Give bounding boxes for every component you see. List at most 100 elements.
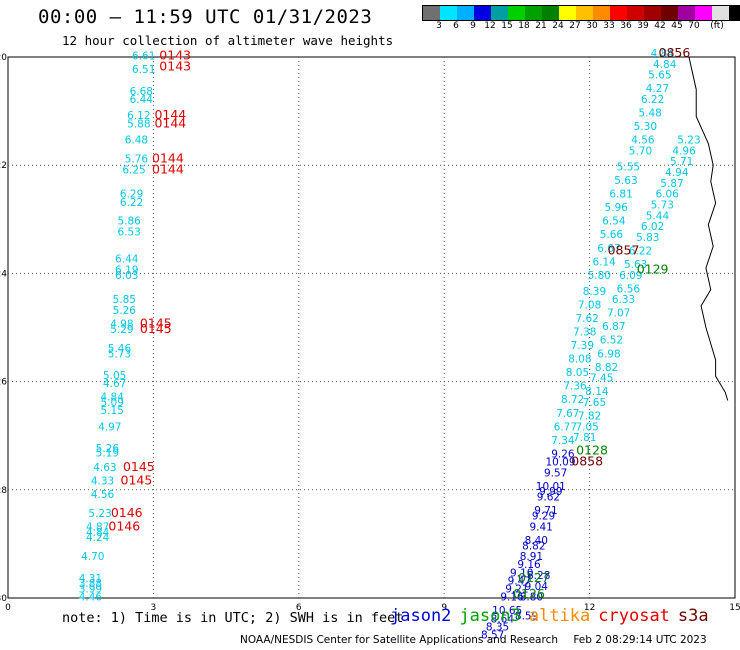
colorbar-label: 45 (671, 21, 683, 31)
legend-entry-jason2: jason2 (390, 606, 452, 626)
swh-label: 6.48 (125, 135, 148, 147)
pass-time-label: 0146 (108, 518, 140, 533)
swh-label: 4.27 (646, 83, 669, 95)
swh-label: 6.25 (122, 164, 145, 176)
swh-label: 5.30 (634, 121, 657, 133)
pass-time-label: 0145 (123, 459, 155, 474)
swh-label: 6.87 (602, 321, 625, 333)
swh-label: 6.77 (554, 421, 577, 433)
swh-label: 4.24 (86, 532, 110, 544)
swh-label: 6.22 (641, 94, 664, 106)
swh-label: 4.98 (110, 319, 133, 331)
swh-label: 6.22 (629, 245, 652, 257)
swh-label: 5.71 (670, 156, 693, 168)
colorbar-swatch (610, 6, 627, 20)
x-tick-label: 9 (441, 603, 447, 613)
colorbar-label: 3 (436, 21, 442, 31)
chart-title: 00:00 – 11:59 UTC 01/31/2023 (38, 6, 373, 28)
swh-label: 10.09 (545, 456, 575, 468)
colorbar-label: 9 (470, 21, 476, 31)
colorbar-label: 42 (654, 21, 666, 31)
swh-label: 6.81 (609, 189, 632, 201)
swh-label: 4.84 (653, 59, 677, 71)
swh-label: 9.10 (510, 567, 533, 579)
colorbar-swatch (593, 6, 610, 20)
swh-label: 8.64 (491, 613, 515, 625)
credit-timestamp: Feb 2 08:29:14 UTC 2023 (573, 634, 707, 646)
swh-label: 5.23 (88, 508, 111, 520)
swh-label: 8.80 (520, 592, 543, 604)
swh-label: 7.45 (590, 373, 613, 385)
swh-label: 6.14 (592, 256, 616, 268)
swh-label: 5.65 (648, 70, 671, 82)
pass-time-label: 0858 (571, 453, 603, 468)
chart-subtitle: 12 hour collection of altimeter wave hei… (62, 33, 394, 48)
swh-label: 9.62 (537, 492, 560, 504)
y-tick-label: -28 (0, 486, 7, 496)
x-tick-label: 0 (5, 603, 11, 613)
colorbar-swatch (712, 6, 729, 20)
colorbar-label: 39 (637, 21, 649, 31)
y-tick-label: -24 (0, 269, 7, 279)
swh-label: 6.03 (115, 270, 138, 282)
pass-time-label: 0145 (140, 321, 172, 336)
swh-label: 6.56 (617, 283, 641, 295)
swh-label: 6.53 (117, 227, 140, 239)
credit-line: NOAA/NESDIS Center for Satellite Applica… (240, 634, 707, 646)
satellite-legend: jason2 jason3 altika cryosat s3a (390, 606, 717, 626)
credit-source: NOAA/NESDIS Center for Satellite Applica… (240, 634, 558, 646)
swh-label: 9.41 (529, 521, 552, 533)
x-tick-label: 6 (296, 603, 302, 613)
colorbar-swatch (678, 6, 695, 20)
swh-label: 4.46 (79, 592, 103, 604)
swh-label: 5.26 (113, 305, 137, 317)
swh-label: 6.68 (130, 86, 153, 98)
pass-time-label: 0144 (152, 161, 184, 176)
swh-label: 4.87 (86, 521, 109, 533)
swh-label: 7.62 (575, 313, 598, 325)
swh-label: 4.31 (79, 573, 102, 585)
swh-label: 4.56 (631, 135, 655, 147)
pass-time-label: 0857 (608, 242, 640, 257)
swh-label: 6.12 (127, 110, 150, 122)
pass-time-label: 0856 (659, 45, 691, 60)
swh-label: 8.72 (561, 394, 584, 406)
swh-label: 10.65 (492, 605, 522, 617)
legend-entry-cryosat: cryosat (598, 606, 670, 626)
swh-label: 6.67 (597, 243, 620, 255)
swh-label: 9.29 (532, 511, 555, 523)
swh-label: 6.22 (120, 197, 143, 209)
swh-label: 7.34 (551, 435, 575, 447)
swh-label: 4.96 (672, 145, 696, 157)
swh-label: 5.76 (125, 153, 149, 165)
swh-label: 5.88 (127, 118, 150, 130)
swh-label: 5.66 (600, 229, 624, 241)
swh-label: 8.57 (481, 630, 504, 642)
swh-label: 7.38 (573, 327, 596, 339)
colorbar-label: 30 (586, 21, 598, 31)
swh-label: 5.83 (636, 232, 659, 244)
swh-label: 6.02 (641, 221, 664, 233)
swh-label: 4.70 (81, 551, 104, 563)
swh-label: 3.88 (79, 578, 102, 590)
colorbar-swatch (576, 6, 593, 20)
x-tick-label: 12 (584, 603, 595, 613)
swh-label: 9.71 (534, 505, 557, 517)
swh-label: 4.84 (101, 392, 125, 404)
swh-label: 4.63 (93, 462, 116, 474)
colorbar-swatch (457, 6, 474, 20)
swh-label: 9.57 (544, 467, 567, 479)
swh-label: 8.40 (525, 535, 548, 547)
swh-label: 7.36 (563, 381, 587, 393)
swh-label: 6.44 (115, 254, 139, 266)
plot-frame (7, 56, 736, 599)
swh-label: 6.98 (597, 348, 620, 360)
swh-label: 5.86 (117, 216, 141, 228)
colorbar-swatch (542, 6, 559, 20)
swh-label: 5.44 (646, 210, 670, 222)
swh-label: 9.47 (508, 575, 531, 587)
swh-label: 8.05 (566, 367, 589, 379)
pass-time-label: 0144 (154, 115, 186, 130)
colorbar-swatch (474, 6, 491, 20)
colorbar-label: (ft) (710, 21, 724, 31)
